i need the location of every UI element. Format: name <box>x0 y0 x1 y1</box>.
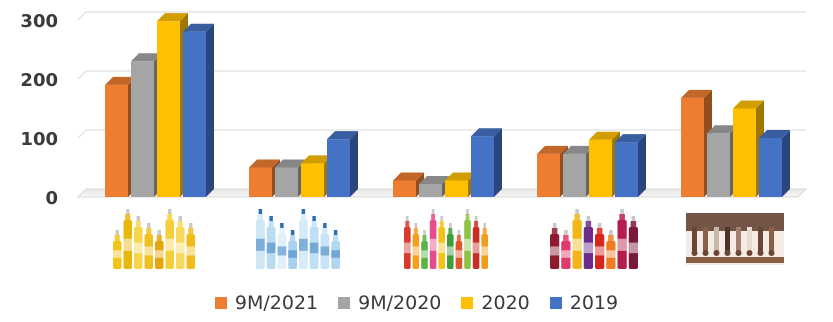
category-images <box>113 209 784 269</box>
gridline-side <box>77 129 87 139</box>
bar <box>471 128 502 197</box>
legend-item: 9M/2020 <box>338 292 441 314</box>
legend-swatch <box>338 297 351 309</box>
y-tick-label: 0 <box>45 188 58 209</box>
legend-item: 2020 <box>461 292 530 314</box>
production-line-icon <box>686 213 784 265</box>
legend-item: 2019 <box>549 292 619 314</box>
y-tick-label: 200 <box>20 70 58 91</box>
y-axis: 0 100 200 300 <box>20 11 58 209</box>
cooking-oil-bottles-icon <box>113 209 195 269</box>
bar <box>327 131 358 197</box>
juice-bottles-icon <box>550 209 638 269</box>
legend-item: 9M/2021 <box>214 292 319 314</box>
legend: 9M/2021 9M/2020 2020 2019 <box>0 288 833 318</box>
y-tick-label: 300 <box>20 11 58 32</box>
legend-label: 2020 <box>481 292 530 314</box>
y-tick-label: 100 <box>20 129 58 150</box>
legend-label: 9M/2021 <box>234 292 319 314</box>
gridline-side <box>77 11 87 21</box>
legend-swatch <box>461 297 474 309</box>
bars <box>105 13 790 198</box>
water-bottles-icon <box>256 209 340 269</box>
bar <box>301 155 332 197</box>
bar <box>615 134 646 197</box>
legend-swatch <box>549 297 562 309</box>
legend-label: 2019 <box>569 292 619 314</box>
soft-drink-bottles-icon <box>404 209 488 269</box>
bar <box>759 130 790 197</box>
legend-swatch <box>214 297 227 309</box>
bar <box>183 23 214 197</box>
gridline-side <box>77 70 87 80</box>
legend-label: 9M/2020 <box>358 292 442 314</box>
